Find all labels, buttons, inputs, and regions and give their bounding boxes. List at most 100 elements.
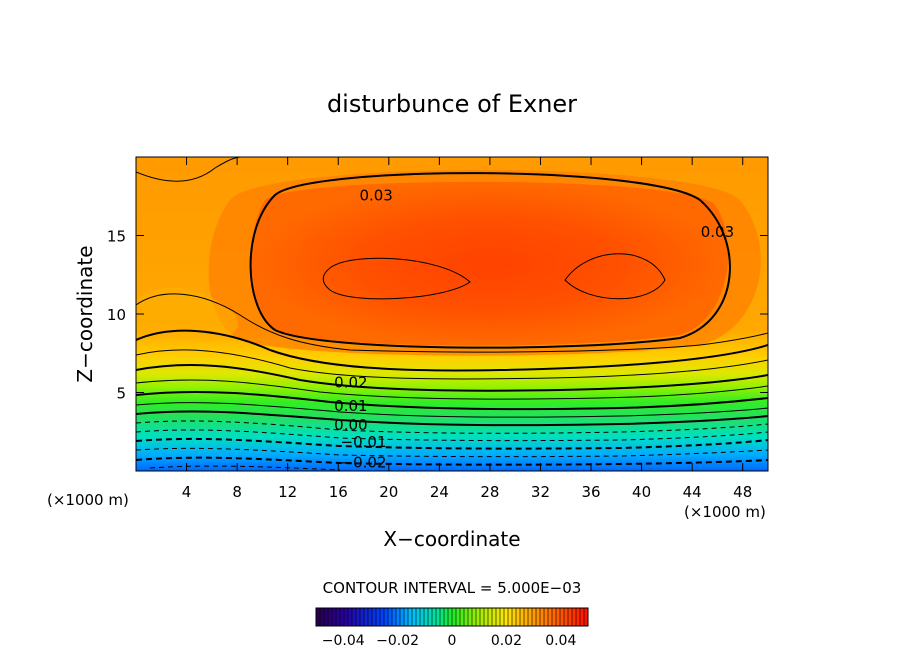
contour-line — [136, 456, 768, 466]
colorbar-cell — [316, 608, 321, 626]
contour-line — [136, 329, 768, 372]
contour-label-text: −0.02 — [341, 454, 387, 472]
colorbar-cell — [348, 608, 353, 626]
colorbar-cell — [416, 608, 421, 626]
colorbar-cell — [440, 608, 445, 626]
x-tick-label: 4 — [182, 483, 192, 501]
colorbar-cell — [404, 608, 409, 626]
contour-label: 0.00 — [334, 416, 367, 434]
colorbar-cell — [320, 608, 325, 626]
colorbar-cell — [564, 608, 569, 626]
contour-line — [136, 379, 768, 400]
colorbar-cell — [496, 608, 501, 626]
colorbar-cell — [492, 608, 497, 626]
colorbar-cell — [516, 608, 521, 626]
contour-line — [136, 390, 768, 411]
colorbar-cell — [344, 608, 349, 626]
contour-lines — [136, 157, 768, 471]
x-tick-label: 20 — [379, 483, 398, 501]
colorbar-cell — [572, 608, 577, 626]
contour-label: −0.01 — [341, 433, 387, 451]
colorbar-cell — [528, 608, 533, 626]
colorbar-cell — [544, 608, 549, 626]
colorbar-cell — [400, 608, 405, 626]
contour-line — [149, 465, 341, 471]
x-axis-label: X−coordinate — [383, 527, 520, 551]
contour-line — [136, 410, 768, 427]
contour-label: 0.03 — [701, 223, 734, 241]
colorbar-cell — [472, 608, 477, 626]
colorbar-cell — [524, 608, 529, 626]
colorbar-cell — [512, 608, 517, 626]
colorbar-cell — [328, 608, 333, 626]
y-axis-label: Z−coordinate — [73, 245, 97, 382]
colorbar-cell — [412, 608, 417, 626]
contour-line — [136, 402, 768, 418]
x-tick-label: 24 — [430, 483, 449, 501]
colorbar-cell — [460, 608, 465, 626]
colorbar-cell — [388, 608, 393, 626]
colorbar-cell — [364, 608, 369, 626]
contour-line — [136, 293, 768, 353]
colorbar-cell — [480, 608, 485, 626]
colorbar-cell — [336, 608, 341, 626]
colorbar-cell — [580, 608, 585, 626]
colorbar-cell — [488, 608, 493, 626]
contour-label-text: 0.03 — [359, 187, 392, 205]
chart-title: disturbunce of Exner — [327, 90, 577, 118]
y-tick-label: 15 — [107, 228, 126, 246]
colorbar-cell — [408, 608, 413, 626]
x-tick-label: 40 — [632, 483, 651, 501]
y-tick-label: 10 — [107, 306, 126, 324]
contour-label-text: 0.03 — [701, 223, 734, 241]
colorbar-cell — [540, 608, 545, 626]
colorbar-cell — [376, 608, 381, 626]
x-tick-label: 48 — [733, 483, 752, 501]
colorbar-cell — [368, 608, 373, 626]
contour-line — [564, 253, 666, 300]
colorbar-cell — [548, 608, 553, 626]
contour-line — [136, 157, 241, 182]
colorbar-cell — [500, 608, 505, 626]
contour-label-text: 0.02 — [334, 374, 367, 392]
colorbar-cell — [340, 608, 345, 626]
x-tick-label: 12 — [278, 483, 297, 501]
contour-interval-text: CONTOUR INTERVAL = 5.000E−03 — [323, 579, 582, 597]
contour-line — [136, 349, 768, 380]
colorbar-cell — [456, 608, 461, 626]
x-tick-label: 8 — [232, 483, 242, 501]
colorbar-cell — [420, 608, 425, 626]
colorbar-cell — [444, 608, 449, 626]
colorbar-cell — [568, 608, 573, 626]
colorbar-cell — [584, 608, 589, 626]
colorbar-cell — [372, 608, 377, 626]
contour-label: 0.01 — [334, 397, 367, 415]
colorbar-cell — [352, 608, 357, 626]
colorbar-cell — [360, 608, 365, 626]
contour-line — [249, 172, 731, 349]
plot-area — [136, 157, 768, 471]
colorbar-cell — [464, 608, 469, 626]
x-tick-label: 44 — [683, 483, 702, 501]
colorbar-cell — [424, 608, 429, 626]
x-tick-label: 16 — [329, 483, 348, 501]
colorbar-tick-label: 0.02 — [491, 633, 522, 649]
contour-line — [136, 420, 768, 434]
colorbar-cell — [356, 608, 361, 626]
colorbar-cell — [436, 608, 441, 626]
contour-label-text: −0.01 — [341, 433, 387, 451]
contour-line — [136, 429, 768, 442]
contour-label: 0.03 — [359, 187, 392, 205]
x-axis-ticks: 4 8 12 16 20 24 28 32 36 40 44 48 — [182, 157, 752, 501]
contour-line — [136, 364, 768, 392]
x-unit-right-label: (×1000 m) — [684, 503, 766, 521]
colorbar-cell — [576, 608, 581, 626]
contour-line — [136, 447, 768, 458]
colorbar-cell — [468, 608, 473, 626]
x-tick-label: 32 — [531, 483, 550, 501]
colorbar-labels: −0.04 −0.02 0 0.02 0.04 — [322, 633, 577, 649]
colorbar — [315, 608, 589, 626]
colorbar-tick-label: 0.04 — [545, 633, 576, 649]
colorbar-cell — [536, 608, 541, 626]
x-unit-left-label: (×1000 m) — [47, 491, 129, 509]
